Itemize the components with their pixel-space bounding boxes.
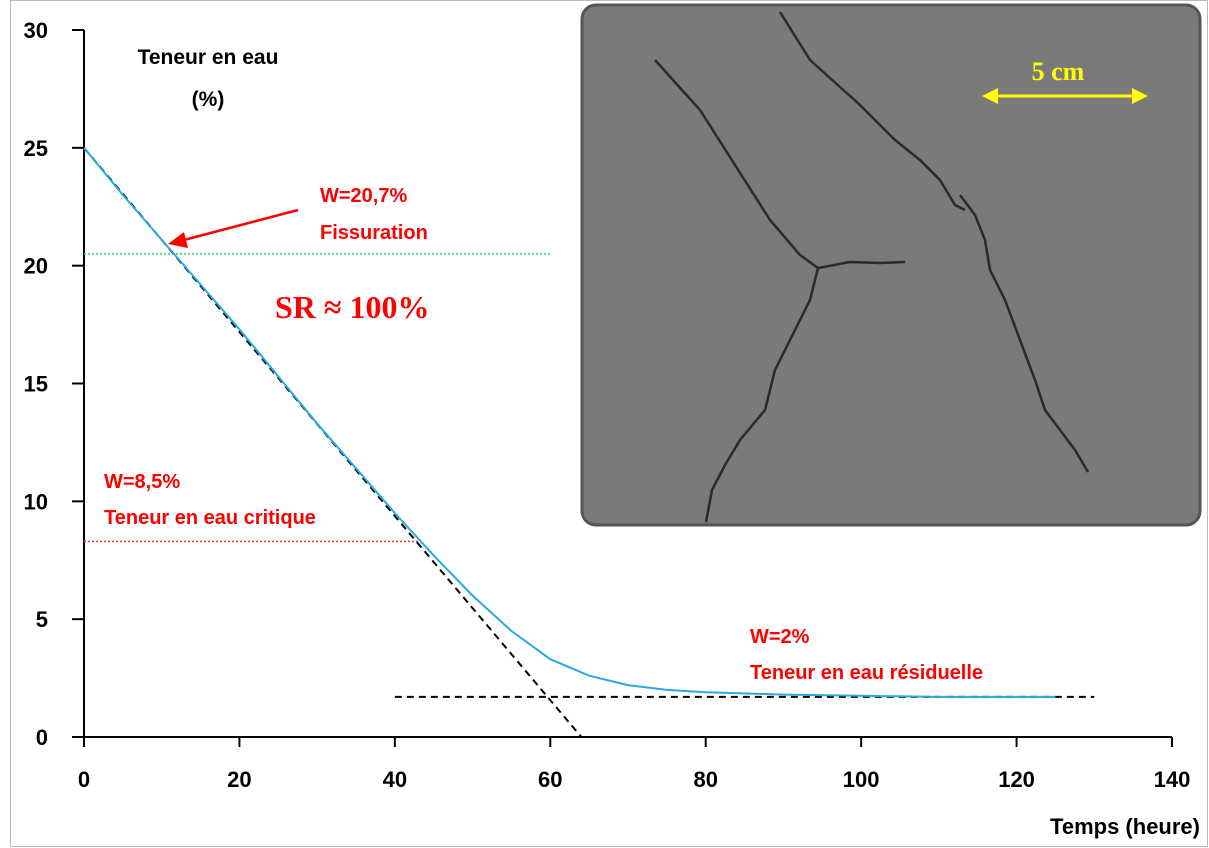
x-axis-label: Temps (heure) xyxy=(1050,814,1200,839)
annotation: Fissuration xyxy=(320,222,428,244)
photo xyxy=(582,5,1200,525)
scale-arrow-right xyxy=(1132,88,1148,104)
y-tick-label: 25 xyxy=(24,136,48,161)
annotation: W=20,7% xyxy=(320,185,407,207)
annotation-arrowhead xyxy=(168,232,188,248)
x-tick-label: 60 xyxy=(538,767,562,792)
x-tick-label: 40 xyxy=(383,767,407,792)
y-tick-label: 10 xyxy=(24,489,48,514)
y-tick-label: 5 xyxy=(36,607,48,632)
annotation: W=2% xyxy=(750,626,810,648)
x-tick-label: 20 xyxy=(227,767,251,792)
annotation-arrow xyxy=(179,208,299,243)
y-axis-label: Teneur en eau xyxy=(138,46,279,69)
y-axis-label: (%) xyxy=(192,88,225,111)
y-tick-label: 20 xyxy=(24,254,48,279)
photo-label: 5 cm xyxy=(1032,57,1085,86)
scale-arrow-left xyxy=(982,88,998,104)
x-tick-label: 120 xyxy=(998,767,1035,792)
frame xyxy=(10,0,1208,847)
y-tick-label: 30 xyxy=(24,18,48,43)
annotation: Teneur en eau critique xyxy=(104,507,316,529)
annotation: W=8,5% xyxy=(104,471,180,493)
x-tick-label: 0 xyxy=(78,767,90,792)
photo-inset: 5 cm xyxy=(580,3,1202,527)
annotation: SR ≈ 100% xyxy=(275,289,429,325)
x-tick-label: 100 xyxy=(843,767,880,792)
series-line xyxy=(83,147,1056,698)
y-tick-label: 15 xyxy=(24,372,48,397)
x-tick-label: 80 xyxy=(693,767,717,792)
x-tick-label: 140 xyxy=(1154,767,1191,792)
cracks xyxy=(654,11,1090,523)
annotation: Teneur en eau résiduelle xyxy=(750,662,983,684)
y-tick-label: 0 xyxy=(36,725,48,750)
photo-border xyxy=(580,3,1202,527)
